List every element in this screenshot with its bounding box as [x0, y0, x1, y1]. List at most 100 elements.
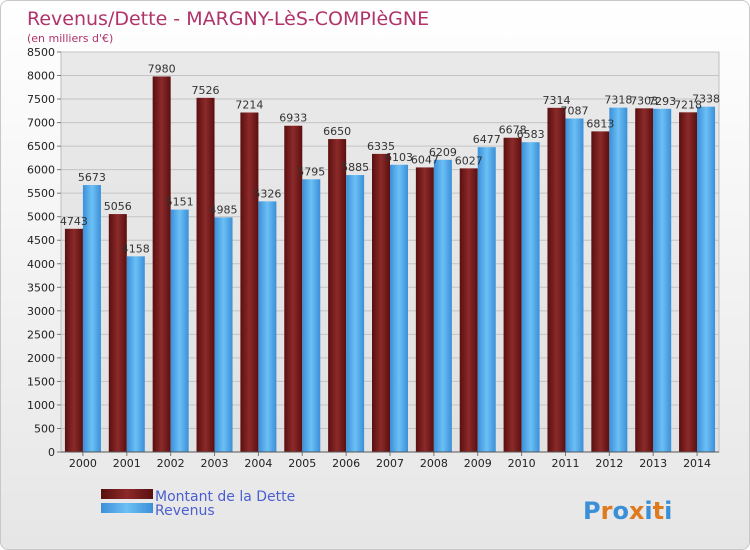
- legend: Montant de la Dette Revenus: [101, 489, 295, 519]
- bar-revenus: [697, 106, 716, 453]
- data-label-debt: 6678: [499, 124, 527, 137]
- bar-debt: [64, 228, 83, 452]
- data-label-debt: 6047: [411, 153, 439, 166]
- bar-debt: [328, 139, 347, 452]
- x-tick-label: 2006: [332, 457, 360, 470]
- data-label-revenus: 6209: [429, 146, 457, 159]
- x-tick-label: 2012: [595, 457, 623, 470]
- bar-debt: [196, 97, 215, 452]
- y-tick-label: 2000: [27, 352, 55, 365]
- data-label-debt: 7314: [542, 94, 570, 107]
- x-tick-label: 2011: [551, 457, 579, 470]
- y-tick-label: 5000: [27, 211, 55, 224]
- proxiti-logo: Proxiti: [583, 497, 672, 525]
- data-label-revenus: 5326: [253, 187, 281, 200]
- data-label-debt: 7214: [235, 99, 263, 112]
- legend-label-debt: Montant de la Dette: [155, 489, 295, 505]
- y-tick-label: 2500: [27, 328, 55, 341]
- bar-revenus: [433, 159, 452, 452]
- data-label-revenus: 4158: [122, 242, 150, 255]
- data-label-revenus: 5795: [297, 165, 325, 178]
- bar-debt: [284, 125, 303, 452]
- y-tick-label: 5500: [27, 187, 55, 200]
- data-label-debt: 6933: [279, 112, 307, 125]
- x-tick-label: 2009: [464, 457, 492, 470]
- data-label-debt: 6813: [586, 117, 614, 130]
- y-axis-ticks: 0 500 1000 1500 2000 2500 3000 3500 4000 4500 5000…: [27, 46, 61, 459]
- x-tick-label: 2005: [288, 457, 316, 470]
- x-tick-label: 2003: [201, 457, 229, 470]
- x-tick-label: 2014: [683, 457, 711, 470]
- bar-revenus: [477, 147, 496, 452]
- y-tick-label: 500: [34, 422, 55, 435]
- bar-debt: [547, 107, 566, 452]
- bar-revenus: [258, 201, 277, 452]
- data-label-debt: 7303: [630, 94, 658, 107]
- bar-debt: [415, 167, 434, 452]
- data-label-debt: 7980: [148, 62, 176, 75]
- data-label-debt: 5056: [104, 200, 132, 213]
- bar-debt: [591, 131, 610, 452]
- bar-revenus: [82, 185, 101, 453]
- bar-revenus: [302, 179, 321, 452]
- bar-revenus: [214, 217, 233, 452]
- data-label-debt: 6027: [455, 154, 483, 167]
- bar-debt: [108, 214, 127, 452]
- y-tick-label: 8500: [27, 46, 55, 59]
- data-label-revenus: 7318: [604, 94, 632, 107]
- bar-debt: [679, 112, 698, 453]
- data-label-revenus: 5885: [341, 161, 369, 174]
- bar-debt: [240, 112, 259, 453]
- x-tick-label: 2010: [508, 457, 536, 470]
- data-label-revenus: 6583: [517, 128, 545, 141]
- bar-revenus: [565, 118, 584, 453]
- data-label-debt: 7218: [674, 98, 702, 111]
- data-label-revenus: 5151: [166, 196, 194, 209]
- y-tick-label: 7500: [27, 93, 55, 106]
- x-tick-label: 2004: [244, 457, 272, 470]
- bar-debt: [635, 108, 654, 453]
- data-label-revenus: 4985: [210, 203, 238, 216]
- bar-revenus: [653, 108, 672, 453]
- legend-swatch-debt: [101, 489, 153, 499]
- bar-debt: [459, 168, 478, 452]
- x-tick-label: 2008: [420, 457, 448, 470]
- data-label-revenus: 6103: [385, 151, 413, 164]
- y-tick-label: 8000: [27, 70, 55, 83]
- y-tick-label: 7000: [27, 117, 55, 130]
- x-tick-label: 2002: [157, 457, 185, 470]
- y-tick-label: 1000: [27, 399, 55, 412]
- y-tick-label: 6500: [27, 140, 55, 153]
- data-label-debt: 6650: [323, 125, 351, 138]
- data-label-debt: 6335: [367, 140, 395, 153]
- y-tick-label: 4500: [27, 234, 55, 247]
- y-tick-label: 3000: [27, 305, 55, 318]
- data-label-revenus: 7338: [692, 93, 720, 106]
- data-label-revenus: 7087: [560, 104, 588, 117]
- legend-swatch-revenus: [101, 503, 153, 513]
- bar-debt: [152, 76, 171, 453]
- y-tick-label: 1500: [27, 375, 55, 388]
- bar-revenus: [609, 107, 628, 452]
- bar-revenus: [346, 175, 365, 452]
- data-label-revenus: 6477: [473, 133, 501, 146]
- x-axis-ticks: 2000 2001 2002 2003 2004 2005 2006 2007 2008 2009…: [69, 452, 711, 470]
- chart-subtitle: (en milliers d'€): [27, 32, 113, 45]
- bar-debt: [503, 137, 522, 452]
- bar-debt: [372, 153, 390, 452]
- data-label-debt: 7526: [192, 84, 220, 97]
- legend-label-revenus: Revenus: [155, 503, 215, 519]
- y-tick-label: 4000: [27, 258, 55, 271]
- chart-title: Revenus/Dette - MARGNY-LèS-COMPIèGNE: [27, 8, 429, 30]
- data-label-debt: 4743: [60, 215, 88, 228]
- data-labels: 4743 5673 5056 4158 7980 5151 7526 4985 7214 5326…: [60, 62, 720, 255]
- data-label-revenus: 7293: [648, 95, 676, 108]
- x-tick-label: 2007: [376, 457, 404, 470]
- y-tick-label: 6000: [27, 164, 55, 177]
- bar-revenus: [126, 256, 145, 452]
- x-tick-label: 2000: [69, 457, 97, 470]
- y-tick-label: 3500: [27, 281, 55, 294]
- bar-revenus: [390, 164, 408, 453]
